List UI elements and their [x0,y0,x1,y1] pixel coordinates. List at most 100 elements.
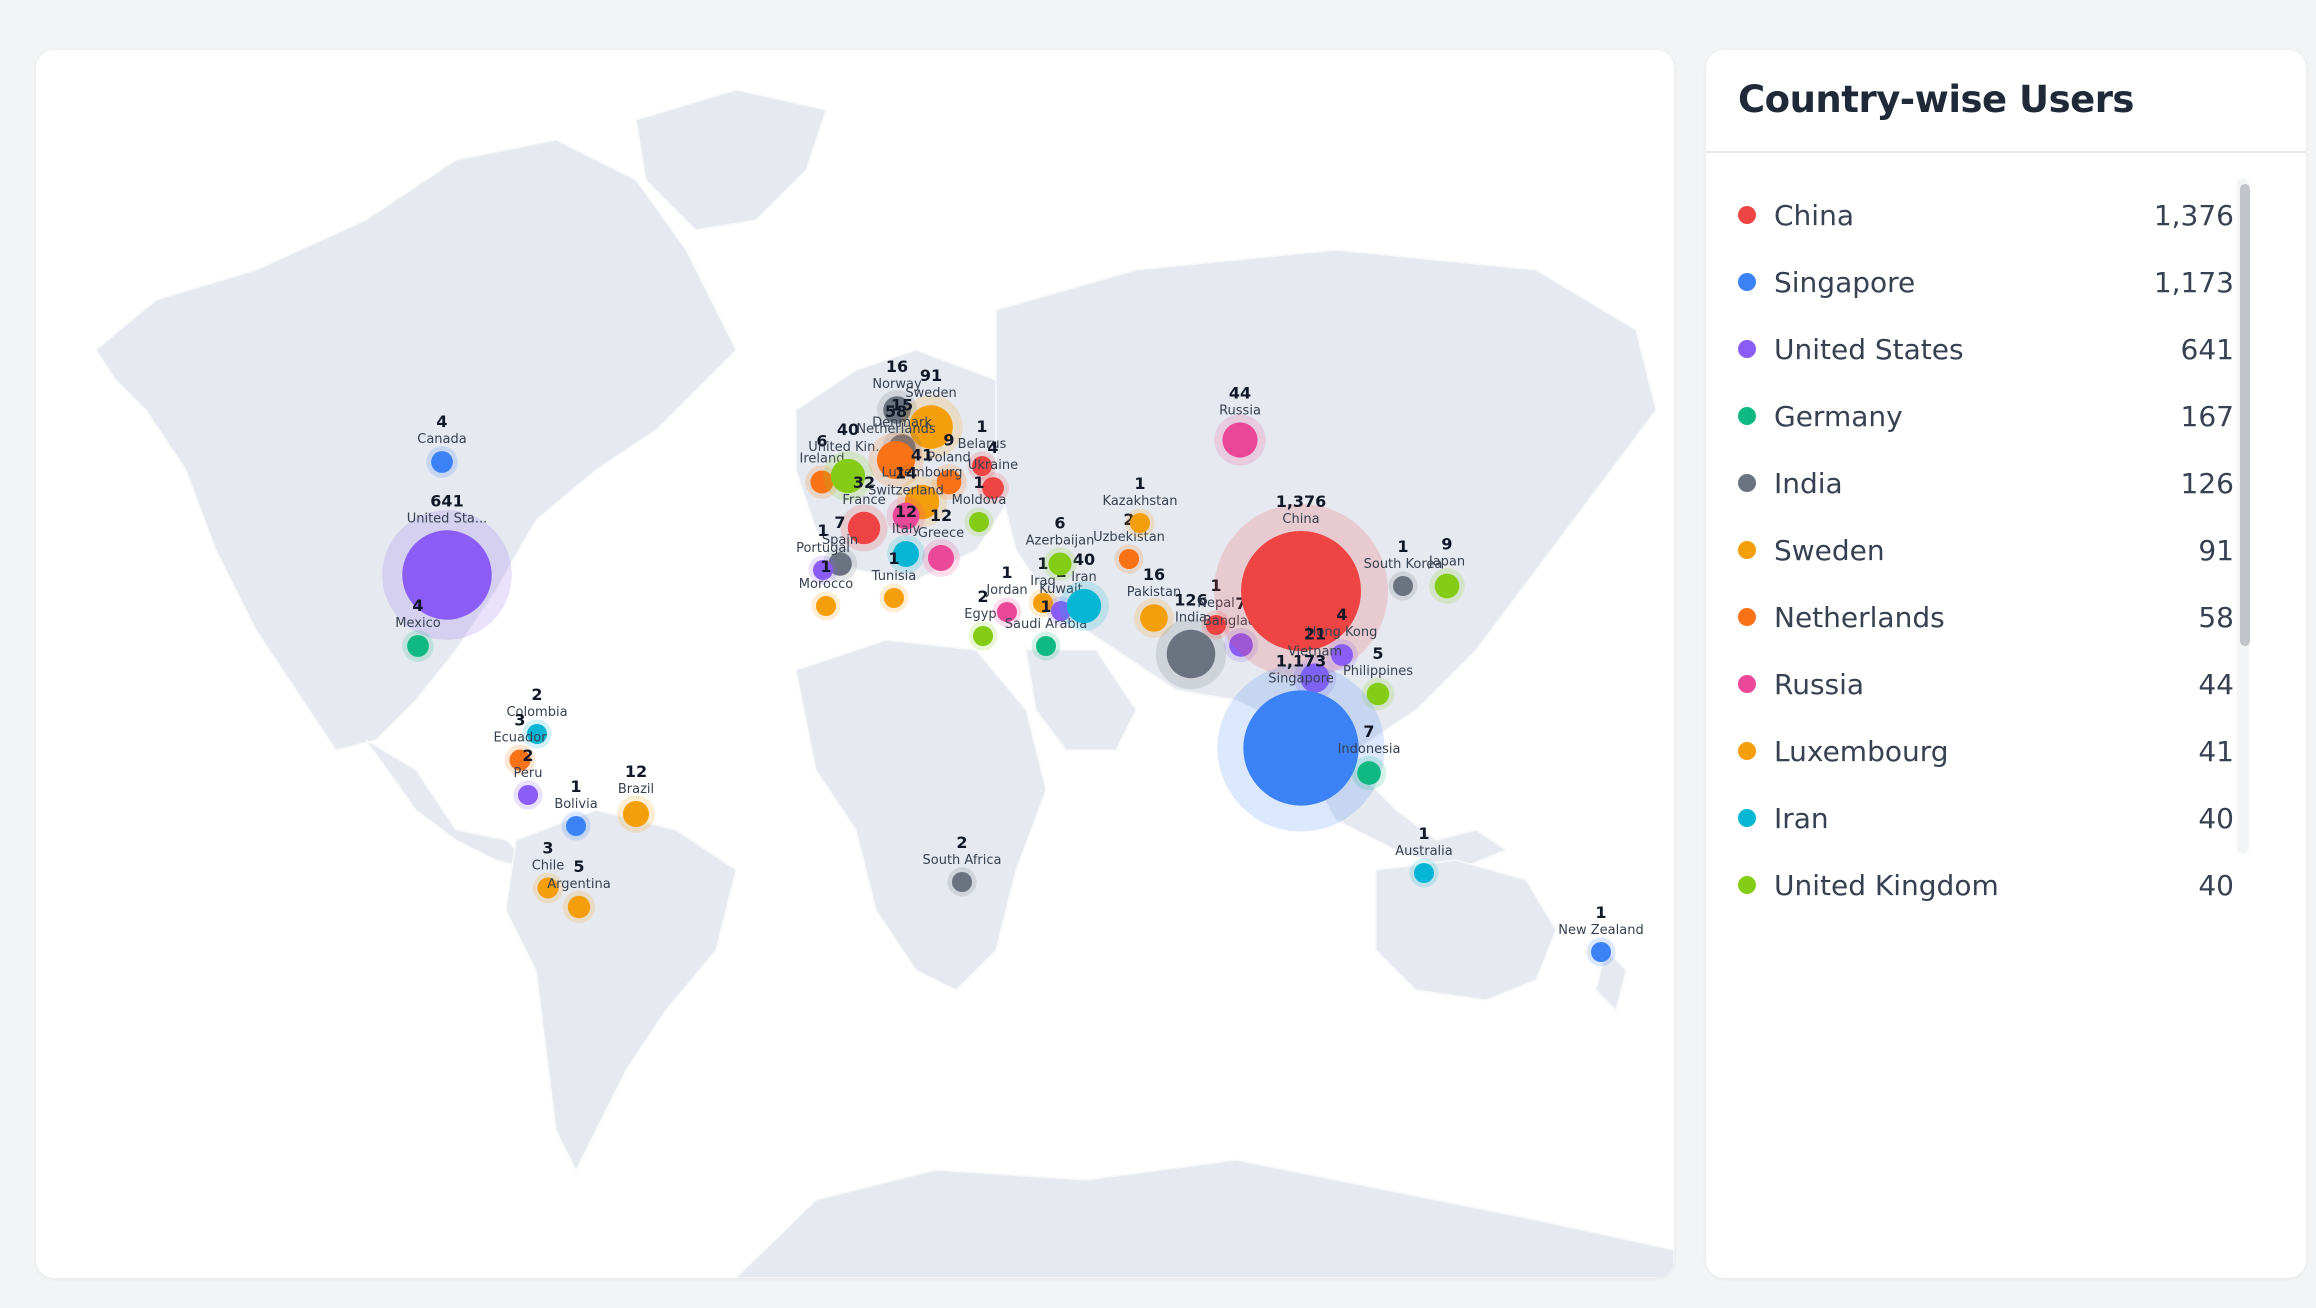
bubble-marker[interactable] [537,877,559,899]
bubble-marker[interactable] [1166,629,1216,679]
country-row[interactable]: Sweden 91 [1738,517,2234,583]
country-row[interactable]: Germany 167 [1738,383,2234,449]
bubble-marker[interactable] [1393,576,1413,596]
list-scrollbar-thumb[interactable] [2240,184,2250,646]
country-row[interactable]: United States 641 [1738,316,2234,382]
bubble-marker[interactable] [982,477,1004,499]
bubble-marker[interactable] [1033,593,1053,613]
bubble-marker[interactable] [509,749,531,771]
bubble-marker[interactable] [810,470,834,494]
bubble-marker[interactable] [1357,761,1381,785]
bubble-marker[interactable] [431,451,453,473]
country-list[interactable]: China 1,376 Singapore 1,173 United States 641… [1706,153,2306,905]
bubble-marker[interactable] [402,530,492,620]
bubble-marker[interactable] [816,596,836,616]
bubble-marker[interactable] [1434,573,1460,599]
bubble-marker[interactable] [1300,663,1330,693]
bubble-marker[interactable] [969,512,989,532]
bubble-marker[interactable] [1366,682,1390,706]
bubble-marker[interactable] [1591,942,1611,962]
bubble-marker[interactable] [567,895,591,919]
bubble-marker[interactable] [1140,604,1168,632]
bubble-marker[interactable] [1118,548,1140,570]
bubble-marker[interactable] [972,456,992,476]
bubble-marker[interactable] [883,396,911,424]
country-row[interactable]: India 126 [1738,450,2234,516]
bubble-marker[interactable] [526,723,548,745]
bubble-marker[interactable] [1066,588,1102,624]
bubble-marker[interactable] [1229,633,1253,657]
bubble-marker[interactable] [951,871,973,893]
country-row[interactable]: Iran 40 [1738,785,2234,851]
country-row[interactable]: Singapore 1,173 [1738,249,2234,315]
bubble-marker[interactable] [1048,552,1072,576]
bubble-marker[interactable] [927,544,955,572]
country-row[interactable]: Russia 44 [1738,651,2234,717]
bubble-marker[interactable] [1222,422,1258,458]
bubble-marker[interactable] [997,602,1017,622]
bubble-marker[interactable] [622,800,650,828]
country-row[interactable]: China 1,376 [1738,182,2234,248]
bubble-marker[interactable] [936,469,962,495]
bubble-marker[interactable] [972,625,994,647]
bubble-marker[interactable] [830,458,866,494]
bubble-marker[interactable] [1414,863,1434,883]
country-row[interactable]: United Kingdom 40 [1738,852,2234,905]
bubble-marker[interactable] [1331,644,1353,666]
country-row[interactable]: Luxembourg 41 [1738,718,2234,784]
bubble-marker[interactable] [1036,636,1056,656]
bubble-marker[interactable] [884,588,904,608]
bubble-marker[interactable] [566,816,586,836]
bubble-marker[interactable] [1206,615,1226,635]
bubble-marker[interactable] [517,784,539,806]
bubble-marker[interactable] [909,405,953,449]
bubble-marker[interactable] [1241,531,1361,651]
bubble-marker[interactable] [892,502,920,530]
bubble-marker[interactable] [1243,690,1359,806]
